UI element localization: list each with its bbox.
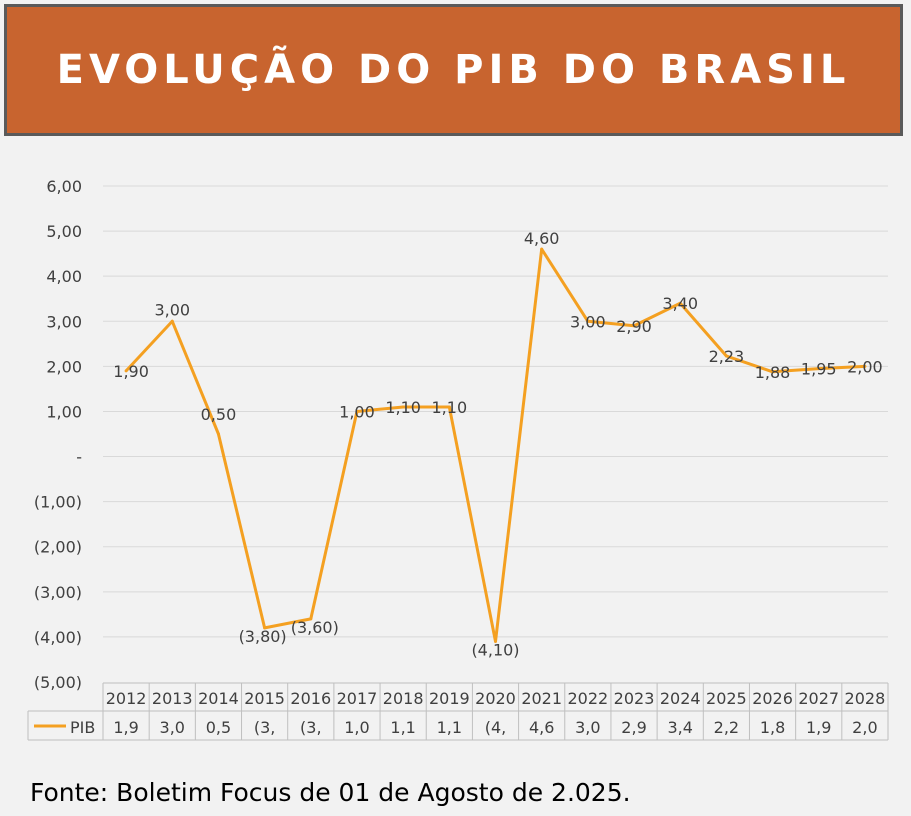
x-tick-label: 2026: [752, 689, 793, 708]
y-tick-label: -: [76, 448, 82, 467]
data-point: [771, 370, 775, 374]
data-label: (3,60): [291, 618, 339, 637]
y-tick-label: (2,00): [34, 538, 82, 557]
table-cell: 4,6: [529, 718, 554, 737]
y-tick-label: 1,00: [46, 402, 82, 421]
table-cell: 3,0: [575, 718, 600, 737]
table-cell: 2,0: [852, 718, 877, 737]
data-point: [263, 626, 267, 630]
data-label: 1,88: [755, 363, 791, 382]
y-tick-label: (3,00): [34, 583, 82, 602]
table-cell: (3,: [300, 718, 322, 737]
y-tick-label: 6,00: [46, 177, 82, 196]
table-cell: 1,9: [113, 718, 138, 737]
x-tick-label: 2021: [521, 689, 562, 708]
table-cell: 0,5: [206, 718, 231, 737]
y-tick-label: (5,00): [34, 673, 82, 692]
x-tick-label: 2016: [290, 689, 331, 708]
x-tick-label: 2027: [798, 689, 839, 708]
table-cell: 2,9: [621, 718, 646, 737]
y-tick-label: 5,00: [46, 222, 82, 241]
series-line-pib: [124, 247, 865, 643]
data-point: [447, 405, 451, 409]
x-tick-label: 2020: [475, 689, 516, 708]
x-tick-label: 2017: [337, 689, 378, 708]
table-cell: 1,8: [760, 718, 785, 737]
y-tick-label: (4,00): [34, 628, 82, 647]
table-cell: 2,2: [714, 718, 739, 737]
data-point: [863, 364, 867, 368]
data-point: [170, 319, 174, 323]
line-chart: 6,00 5,00 4,00 3,00 2,00 1,00 - (1,00) (2,00) (3,…: [27, 177, 889, 741]
table-cell: 1,0: [344, 718, 369, 737]
data-label: 1,00: [339, 402, 375, 421]
x-tick-label: 2022: [567, 689, 608, 708]
x-tick-label: 2023: [614, 689, 655, 708]
table-cell: 1,9: [806, 718, 831, 737]
y-tick-label: 2,00: [46, 357, 82, 376]
data-point: [124, 369, 128, 373]
data-label: 3,00: [570, 312, 606, 331]
data-label: 2,23: [709, 347, 745, 366]
data-label: 0,50: [201, 405, 237, 424]
table-cell: 3,4: [667, 718, 692, 737]
data-point: [817, 367, 821, 371]
table-cell: 1,1: [437, 718, 462, 737]
x-tick-label: 2013: [152, 689, 193, 708]
table-cell: (4,: [485, 718, 507, 737]
data-point: [586, 319, 590, 323]
data-point: [216, 432, 220, 436]
data-label: 4,60: [524, 229, 560, 248]
data-point: [401, 405, 405, 409]
data-label: 2,90: [616, 317, 652, 336]
x-tick-label: 2024: [660, 689, 701, 708]
x-tick-label: 2025: [706, 689, 747, 708]
data-label: 3,00: [154, 300, 190, 319]
source-note: Fonte: Boletim Focus de 01 de Agosto de …: [30, 778, 631, 807]
x-tick-label: 2019: [429, 689, 470, 708]
data-point: [309, 617, 313, 621]
x-tick-label: 2014: [198, 689, 239, 708]
data-label: 2,00: [847, 357, 883, 376]
y-tick-label: 4,00: [46, 267, 82, 286]
data-label: 1,10: [385, 398, 421, 417]
legend-label: PIB: [70, 718, 95, 737]
x-tick-label: 2015: [244, 689, 285, 708]
y-tick-label: (1,00): [34, 493, 82, 512]
data-point: [724, 354, 728, 358]
x-tick-label: 2028: [845, 689, 886, 708]
data-label: 1,90: [113, 362, 149, 381]
page-title: EVOLUÇÃO DO PIB DO BRASIL: [56, 47, 851, 93]
data-point: [632, 324, 636, 328]
title-banner: EVOLUÇÃO DO PIB DO BRASIL: [4, 4, 903, 136]
data-label: 3,40: [662, 294, 698, 313]
data-point: [355, 409, 359, 413]
table-cell: 3,0: [160, 718, 185, 737]
data-label: 1,10: [432, 398, 468, 417]
data-point: [678, 301, 682, 305]
x-tick-label: 2018: [383, 689, 424, 708]
data-label: (3,80): [239, 627, 287, 646]
table-cell: (3,: [254, 718, 276, 737]
data-label: 1,95: [801, 360, 837, 379]
table-cell: 1,1: [390, 718, 415, 737]
data-point: [494, 639, 497, 643]
x-tick-label: 2012: [106, 689, 147, 708]
data-label: (4,10): [471, 640, 519, 659]
y-tick-label: 3,00: [46, 312, 82, 331]
data-point: [540, 247, 544, 251]
